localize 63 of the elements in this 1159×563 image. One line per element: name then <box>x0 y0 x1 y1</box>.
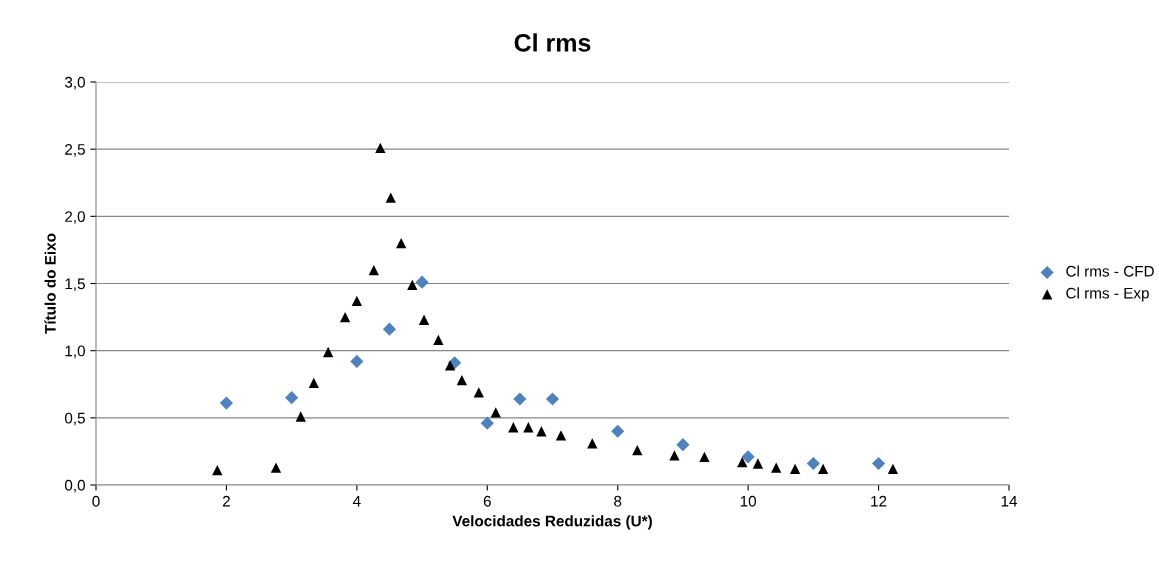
y-tick-label: 1,0 <box>65 345 85 359</box>
point <box>339 311 351 323</box>
point <box>587 438 598 449</box>
point <box>771 462 782 473</box>
point <box>323 346 334 358</box>
point <box>508 422 519 433</box>
point <box>806 456 820 471</box>
point <box>555 430 567 441</box>
legend-label: Cl rms - Exp <box>1066 287 1149 302</box>
point <box>741 450 755 464</box>
y-tick-label: 2,0 <box>65 211 85 224</box>
point <box>285 391 299 405</box>
point <box>350 354 364 368</box>
point <box>418 314 430 325</box>
point <box>669 450 680 461</box>
y-tick-label: 3,0 <box>64 76 85 90</box>
point <box>444 360 456 371</box>
point <box>382 322 397 336</box>
x-tick-label: 14 <box>1001 495 1018 507</box>
point <box>219 396 234 410</box>
point <box>368 264 379 276</box>
point <box>789 463 801 475</box>
y-axis-title: Título do Eixo <box>44 233 56 334</box>
point <box>351 295 363 307</box>
x-tick-label: 12 <box>871 495 887 507</box>
point <box>752 458 764 469</box>
y-tick-label: 2,5 <box>65 144 85 157</box>
x-tick-label: 8 <box>614 495 622 507</box>
point <box>308 377 319 389</box>
point <box>632 444 643 456</box>
point <box>699 451 710 462</box>
y-tick-label: 0,0 <box>64 479 85 493</box>
point <box>433 334 444 346</box>
y-tick-label: 0,5 <box>64 412 85 426</box>
x-tick-label: 0 <box>92 495 100 507</box>
point <box>523 422 534 433</box>
legend-label: Cl rms - CFD <box>1066 265 1154 277</box>
x-tick-label: 10 <box>740 495 757 507</box>
x-tick-label: 4 <box>352 495 361 507</box>
point <box>480 416 494 430</box>
point <box>887 463 899 475</box>
x-tick-label: 2 <box>222 495 230 507</box>
point <box>611 424 625 438</box>
point <box>513 392 527 406</box>
point <box>415 275 429 289</box>
y-tick-label: 1,5 <box>65 278 85 291</box>
point <box>817 463 829 475</box>
point <box>270 462 282 473</box>
point <box>385 192 396 203</box>
x-axis-title: Velocidades Reduzidas (U*) <box>452 515 652 530</box>
x-tick-label: 6 <box>483 495 491 507</box>
point <box>456 375 467 386</box>
point <box>545 392 560 406</box>
point <box>396 238 407 249</box>
point <box>375 142 386 153</box>
chart-title: Cl rms <box>514 33 591 52</box>
point <box>737 457 748 468</box>
point <box>536 426 547 437</box>
point <box>407 279 418 290</box>
point <box>490 407 501 418</box>
point <box>676 438 690 452</box>
point <box>295 411 306 422</box>
point <box>871 456 886 471</box>
